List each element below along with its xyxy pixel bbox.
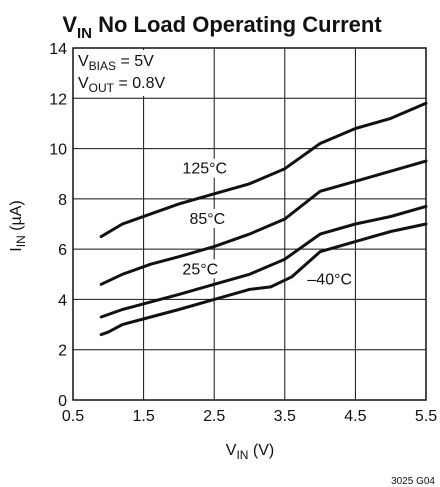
annotation-vbias-rest: = 5V (116, 53, 154, 70)
annotation-vout-rest: = 0.8V (114, 75, 165, 92)
series-label-3: –40°C (307, 271, 352, 288)
y-axis-label-rest: (µA) (8, 200, 25, 235)
y-tick-labels: 0 2 4 6 8 10 12 14 (49, 41, 67, 410)
series-line-1 (99, 159, 428, 286)
y-axis-label-sub: IN (14, 235, 28, 247)
series-label-bg-0 (180, 158, 230, 178)
y-tick-label-7: 14 (49, 41, 67, 58)
y-tick-label-4: 8 (58, 192, 67, 209)
x-tick-label-4: 4.5 (344, 408, 366, 425)
x-axis-label-main: V (226, 442, 237, 459)
annotation-vout-sub: OUT (89, 81, 115, 95)
series-line-0 (99, 101, 428, 239)
y-tick-label-1: 2 (58, 343, 67, 360)
y-axis-label-main: I (8, 247, 25, 251)
annotation-vout-main: V (78, 75, 89, 92)
y-tick-label-3: 6 (58, 242, 67, 259)
series-label-1: 85°C (189, 211, 225, 228)
x-tick-label-2: 2.5 (203, 408, 225, 425)
y-tick-label-0: 0 (58, 393, 67, 410)
x-axis-label-rest: (V) (248, 442, 274, 459)
x-tick-label-5: 5.5 (415, 408, 437, 425)
y-tick-label-5: 10 (49, 142, 67, 159)
annotation-box (75, 50, 173, 96)
series-line-2 (99, 204, 428, 319)
annotation-vout: VOUT = 0.8V (78, 75, 165, 95)
series-label-2: 25°C (182, 261, 218, 278)
series-label-0: 125°C (182, 161, 227, 178)
series-line-3 (99, 222, 428, 337)
x-axis-label-sub: IN (236, 448, 248, 462)
x-tick-labels: 0.5 1.5 2.5 3.5 4.5 5.5 (62, 408, 437, 425)
annotation-vbias-sub: BIAS (89, 59, 116, 73)
series-label-bg-3 (305, 269, 355, 289)
chart-title-main: V (62, 12, 77, 37)
series-lines (99, 101, 428, 337)
chart-title: VIN No Load Operating Current (62, 12, 382, 42)
x-tick-label-0: 0.5 (62, 408, 84, 425)
x-axis-label: VIN (V) (226, 442, 274, 462)
series-labels: 125°C 85°C 25°C –40°C (180, 158, 355, 289)
y-tick-label-6: 12 (49, 91, 67, 108)
x-tick-label-1: 1.5 (132, 408, 154, 425)
series-label-bg-1 (187, 209, 228, 228)
annotation-vbias: VBIAS = 5V (78, 53, 154, 73)
y-tick-label-2: 4 (58, 292, 67, 309)
series-label-bg-2 (180, 259, 221, 279)
annotation-vbias-main: V (78, 53, 89, 70)
figure-id: 3025 G04 (391, 476, 435, 487)
chart-title-rest: No Load Operating Current (92, 12, 382, 37)
chart-title-sub: IN (77, 25, 92, 42)
y-axis-label: IIN (µA) (8, 200, 28, 251)
x-tick-label-3: 3.5 (274, 408, 296, 425)
